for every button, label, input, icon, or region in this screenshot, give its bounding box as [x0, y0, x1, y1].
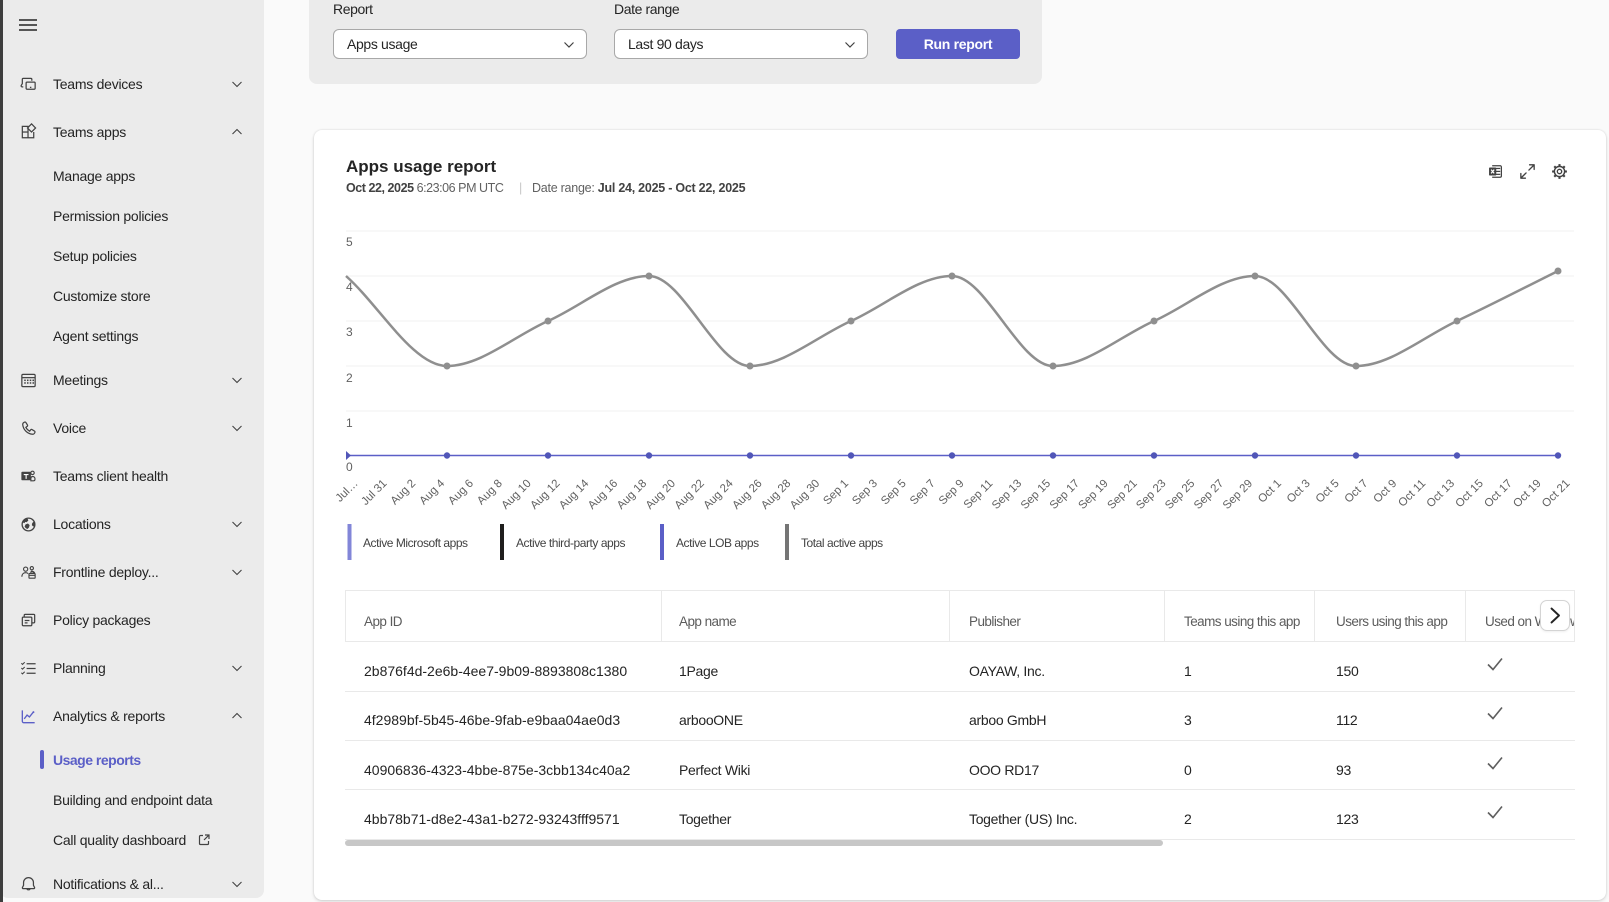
svg-text:3: 3: [346, 325, 353, 339]
svg-text:Sep 25: Sep 25: [1163, 478, 1197, 512]
svg-text:Sep 11: Sep 11: [962, 478, 996, 512]
svg-text:2: 2: [346, 371, 353, 385]
svg-text:4: 4: [346, 280, 353, 294]
svg-text:Sep 13: Sep 13: [990, 478, 1024, 512]
svg-text:Oct 7: Oct 7: [1343, 478, 1371, 506]
svg-text:Sep 27: Sep 27: [1192, 478, 1226, 512]
svg-text:Active Microsoft apps: Active Microsoft apps: [363, 536, 468, 550]
svg-text:Oct 21: Oct 21: [1540, 478, 1572, 510]
svg-text:Aug 10: Aug 10: [499, 478, 533, 512]
svg-text:Oct 3: Oct 3: [1285, 478, 1313, 506]
svg-text:1: 1: [346, 416, 353, 430]
svg-text:Sep 19: Sep 19: [1077, 478, 1111, 512]
svg-text:0: 0: [346, 460, 353, 474]
svg-text:Sep 23: Sep 23: [1134, 478, 1168, 512]
svg-text:Oct 9: Oct 9: [1372, 478, 1400, 506]
svg-text:Aug 22: Aug 22: [673, 478, 707, 512]
svg-text:Total active apps: Total active apps: [801, 536, 883, 550]
svg-text:Oct 5: Oct 5: [1314, 478, 1342, 506]
svg-text:Oct 15: Oct 15: [1453, 478, 1485, 510]
svg-text:Sep 5: Sep 5: [879, 478, 909, 508]
svg-text:Sep 29: Sep 29: [1221, 478, 1255, 512]
svg-text:Aug 26: Aug 26: [730, 478, 764, 512]
svg-text:Aug 28: Aug 28: [759, 478, 793, 512]
svg-text:5: 5: [346, 235, 353, 249]
svg-text:Active LOB apps: Active LOB apps: [676, 536, 759, 550]
svg-text:Sep 17: Sep 17: [1048, 478, 1082, 512]
svg-text:Aug 20: Aug 20: [644, 478, 678, 512]
svg-text:Aug 30: Aug 30: [788, 478, 822, 512]
svg-text:Aug 18: Aug 18: [615, 478, 649, 512]
svg-text:Aug 16: Aug 16: [586, 478, 620, 512]
svg-text:Oct 11: Oct 11: [1396, 478, 1428, 510]
svg-text:Sep 1: Sep 1: [821, 478, 851, 508]
svg-text:Aug 24: Aug 24: [701, 477, 736, 512]
svg-text:Jul…: Jul…: [334, 478, 361, 505]
svg-text:Aug 14: Aug 14: [557, 477, 592, 512]
svg-text:Aug 12: Aug 12: [528, 478, 562, 512]
svg-text:Sep 3: Sep 3: [850, 478, 880, 508]
svg-text:Sep 21: Sep 21: [1105, 478, 1139, 512]
svg-text:Oct 17: Oct 17: [1482, 478, 1514, 510]
svg-text:Jul 31: Jul 31: [359, 478, 389, 508]
svg-text:Sep 7: Sep 7: [908, 478, 938, 508]
svg-text:Oct 19: Oct 19: [1511, 478, 1543, 510]
svg-text:Active third-party apps: Active third-party apps: [516, 536, 625, 550]
svg-text:Aug 2: Aug 2: [389, 478, 419, 508]
svg-text:Aug 6: Aug 6: [446, 478, 476, 508]
svg-text:Oct 1: Oct 1: [1256, 478, 1284, 506]
svg-text:Sep 15: Sep 15: [1019, 478, 1053, 512]
svg-text:Oct 13: Oct 13: [1425, 478, 1457, 510]
svg-text:Aug 4: Aug 4: [417, 477, 447, 507]
